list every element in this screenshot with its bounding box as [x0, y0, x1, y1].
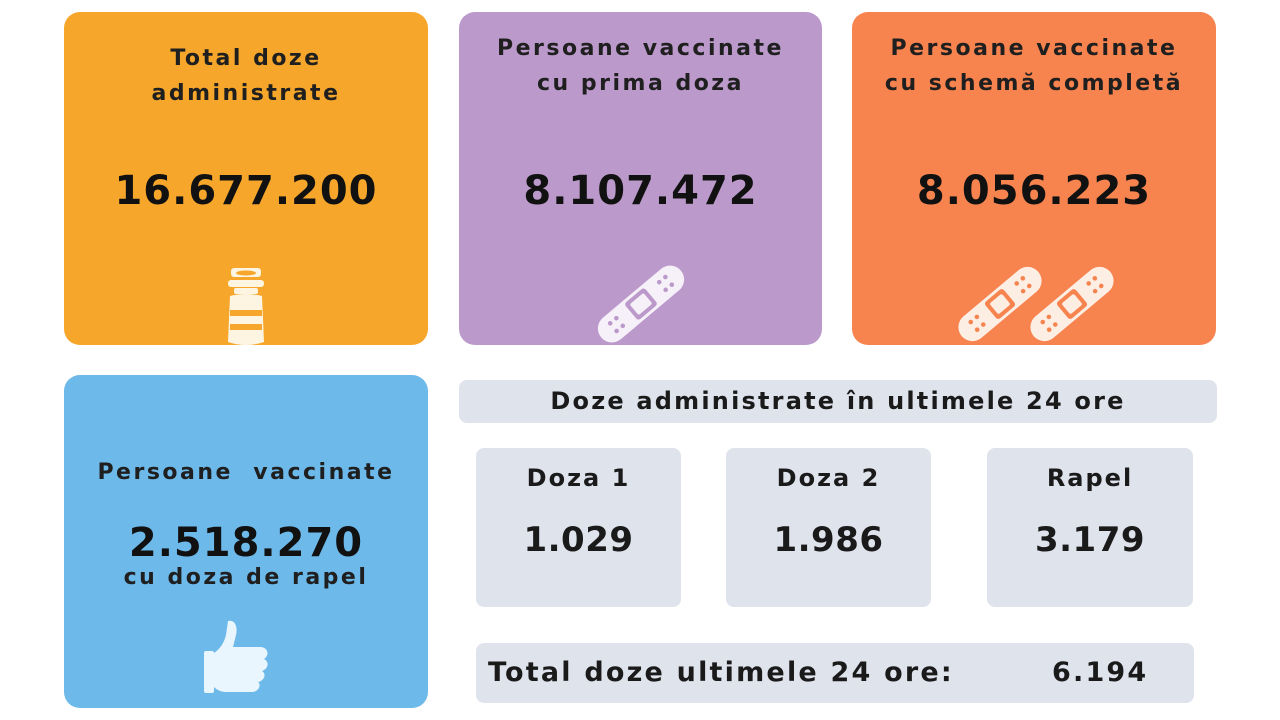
- last24-total-value: 6.194: [1052, 657, 1149, 688]
- total-doses-title-line1: Total doze: [170, 46, 322, 71]
- booster24-value: 3.179: [1034, 520, 1146, 560]
- booster-title: Persoane vaccinate cu doza de rapel: [64, 385, 428, 665]
- complete-scheme-title-line1: Persoane vaccinate: [890, 36, 1178, 61]
- total-doses-card: Total doze administrate 16.677.200: [64, 12, 428, 345]
- two-bandages-icon: [958, 266, 1114, 342]
- last24-total-label: Total doze ultimele 24 ore:: [488, 657, 954, 688]
- dose2-label: Doza 2: [776, 464, 881, 492]
- first-dose-card: Persoane vaccinate cu prima doza 8.107.4…: [459, 12, 822, 345]
- booster-value: 2.518.270: [128, 520, 364, 566]
- dose1-label: Doza 1: [526, 464, 631, 492]
- total-doses-value: 16.677.200: [114, 168, 378, 214]
- booster-title-line2: cu doza de rapel: [123, 565, 369, 590]
- first-dose-title-line1: Persoane vaccinate: [497, 36, 784, 61]
- bandage-icon: [597, 265, 685, 343]
- thumbs-up-icon: [204, 620, 268, 693]
- first-dose-title: Persoane vaccinate cu prima doza: [459, 31, 822, 101]
- vaccine-vial-icon: [228, 268, 264, 345]
- last24-total-bar: Total doze ultimele 24 ore: 6.194: [476, 643, 1194, 703]
- last24-header: Doze administrate în ultimele 24 ore: [459, 380, 1217, 423]
- booster24-label: Rapel: [1046, 464, 1134, 492]
- dose1-box: Doza 1 1.029: [476, 448, 681, 607]
- first-dose-title-line2: cu prima doza: [537, 71, 744, 96]
- last24-header-text: Doze administrate în ultimele 24 ore: [550, 387, 1126, 415]
- first-dose-value: 8.107.472: [523, 168, 758, 214]
- total-doses-title-line2: administrate: [151, 81, 341, 106]
- complete-scheme-title-line2: cu schemă completă: [884, 71, 1184, 96]
- complete-scheme-title: Persoane vaccinate cu schemă completă: [852, 31, 1216, 101]
- total-doses-title: Total doze administrate: [64, 41, 428, 111]
- booster-title-line1: Persoane vaccinate: [97, 460, 395, 485]
- dose2-value: 1.986: [773, 520, 884, 560]
- dose1-value: 1.029: [523, 520, 634, 560]
- dose2-box: Doza 2 1.986: [726, 448, 931, 607]
- complete-scheme-card: Persoane vaccinate cu schemă completă 8.…: [852, 12, 1216, 345]
- booster-card: Persoane vaccinate cu doza de rapel 2.51…: [64, 375, 428, 708]
- complete-scheme-value: 8.056.223: [916, 168, 1152, 214]
- booster24-box: Rapel 3.179: [987, 448, 1193, 607]
